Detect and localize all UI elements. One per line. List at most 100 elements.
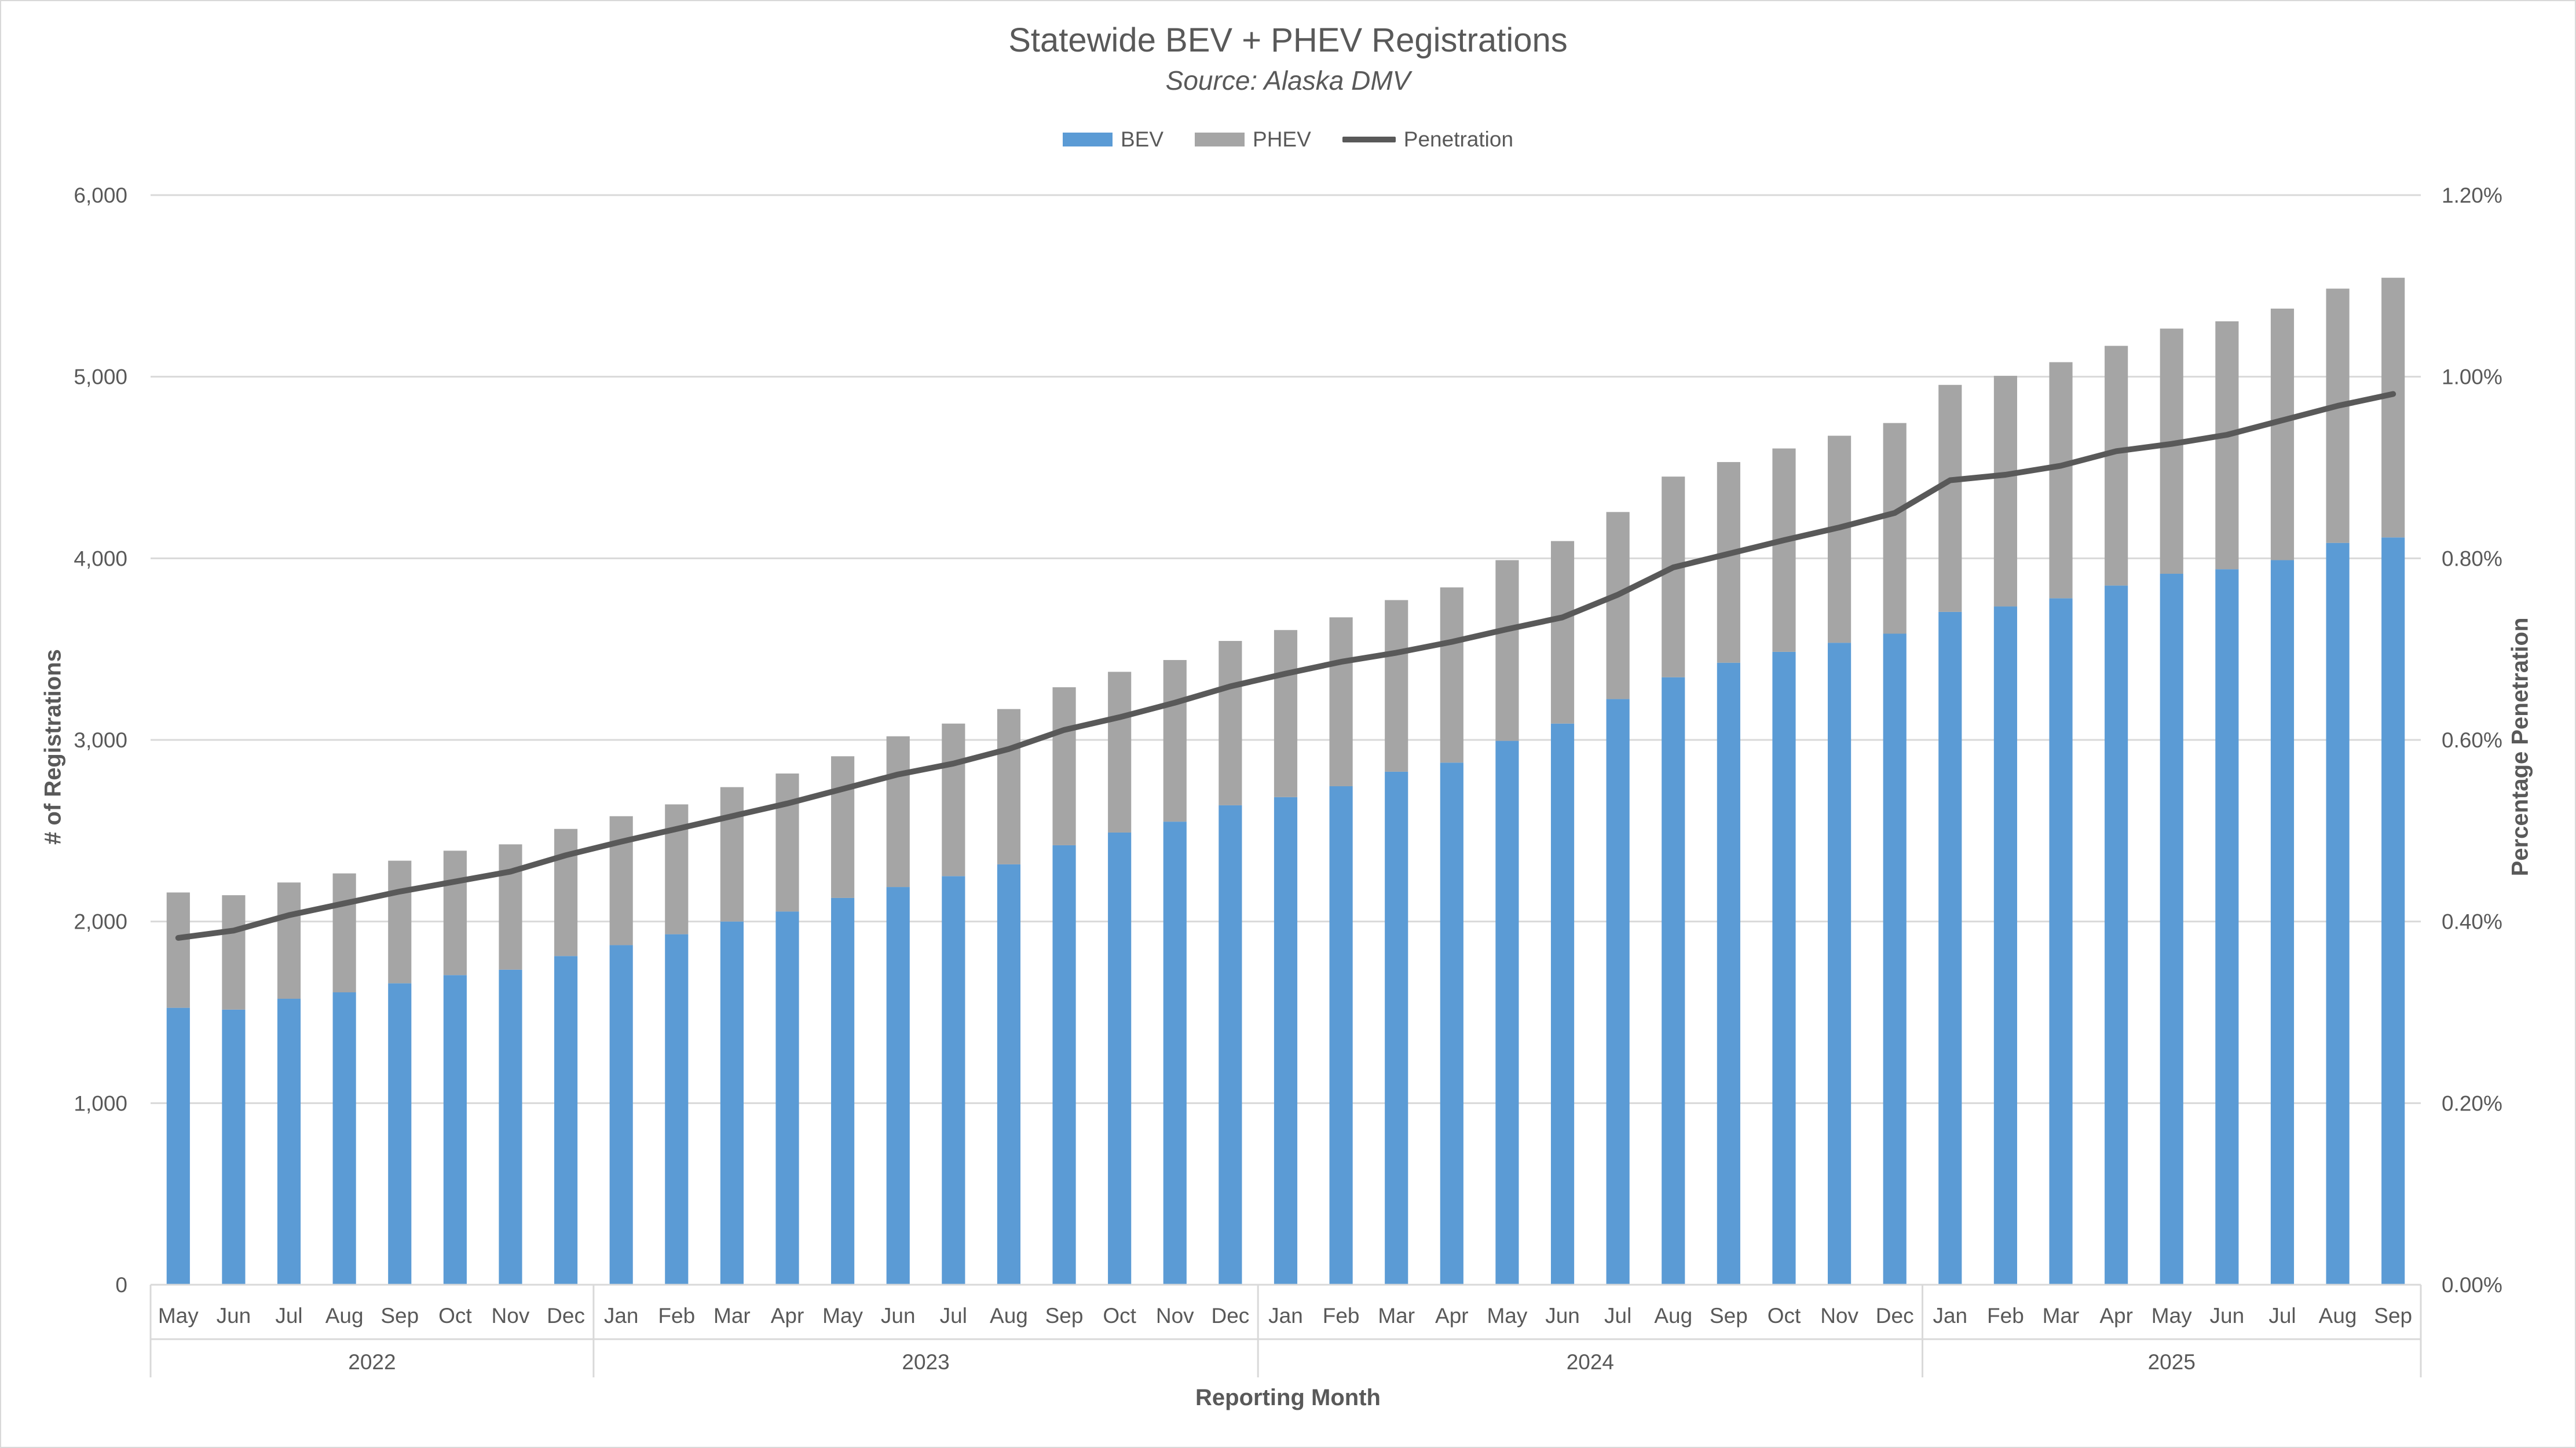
bar-bev <box>720 921 744 1285</box>
bar-bev <box>332 992 356 1285</box>
y2-tick-label: 0.40% <box>2442 910 2502 934</box>
bar-phev <box>1550 541 1575 724</box>
x-tick-label: Jul <box>2268 1304 2296 1328</box>
bar-bev <box>388 983 412 1285</box>
bar-phev <box>1662 476 1685 677</box>
x-tick-label: Jan <box>604 1304 639 1328</box>
x-tick-label: Nov <box>1156 1304 1194 1328</box>
bar-phev <box>554 829 578 956</box>
y-tick-label: 3,000 <box>74 728 127 752</box>
x-tick-label: May <box>1487 1304 1527 1328</box>
bar-bev <box>1662 677 1685 1285</box>
y2-tick-label: 1.00% <box>2442 365 2502 389</box>
x-tick-label: Apr <box>771 1304 804 1328</box>
bar-phev <box>1883 423 1907 634</box>
legend-label-penetration: Penetration <box>1403 127 1514 151</box>
x-tick-label: Jun <box>217 1304 251 1328</box>
bar-phev <box>222 895 246 1010</box>
x-tick-label: Jun <box>1545 1304 1580 1328</box>
y-tick-label: 1,000 <box>74 1091 127 1115</box>
y-tick-label: 2,000 <box>74 910 127 934</box>
bar-bev <box>1550 723 1575 1285</box>
bar-phev <box>2326 288 2350 543</box>
y-tick-label: 4,000 <box>74 547 127 570</box>
bar-bev <box>1219 805 1242 1285</box>
bar-bev <box>997 864 1021 1285</box>
bar-phev <box>277 882 301 999</box>
bar-bev <box>1772 651 1796 1285</box>
x-tick-label: Nov <box>492 1304 530 1328</box>
bar-bev <box>609 945 633 1285</box>
bar-bev <box>1938 611 1962 1285</box>
x-tick-label: Sep <box>1045 1304 1084 1328</box>
bar-phev <box>720 787 744 922</box>
bar-bev <box>166 1007 190 1285</box>
bar-bev <box>222 1009 246 1285</box>
bar-bev <box>1828 643 1851 1285</box>
x-tick-label: Jun <box>2210 1304 2245 1328</box>
bar-phev <box>2381 277 2405 538</box>
bar-bev <box>2381 537 2405 1285</box>
bar-phev <box>1052 687 1076 845</box>
x-tick-label: Aug <box>2319 1304 2357 1328</box>
y-tick-label: 0 <box>115 1273 127 1297</box>
x-tick-label: Sep <box>2374 1304 2412 1328</box>
legend-swatch-phev <box>1195 133 1245 146</box>
y2-tick-label: 1.20% <box>2442 184 2502 207</box>
legend-item-phev: PHEV <box>1195 127 1311 152</box>
bar-bev <box>1052 845 1076 1285</box>
bar-phev <box>2049 362 2073 599</box>
bar-phev <box>1163 659 1187 822</box>
x-tick-label: Dec <box>1876 1304 1914 1328</box>
x-tick-label: Sep <box>1710 1304 1748 1328</box>
x-axis-title: Reporting Month <box>1195 1385 1381 1410</box>
bar-phev <box>388 860 412 984</box>
bar-phev <box>1772 448 1796 652</box>
y-tick-label: 6,000 <box>74 184 127 207</box>
x-tick-label: Dec <box>547 1304 585 1328</box>
legend-label-bev: BEV <box>1120 127 1164 151</box>
x-tick-label: Jul <box>940 1304 967 1328</box>
bar-phev <box>1108 672 1132 833</box>
bar-bev <box>665 934 689 1285</box>
bar-bev <box>2326 542 2350 1285</box>
y2-tick-label: 0.00% <box>2442 1273 2502 1297</box>
bar-bev <box>886 887 910 1285</box>
year-label: 2023 <box>902 1350 949 1374</box>
bar-phev <box>1938 384 1962 612</box>
legend-item-bev: BEV <box>1062 127 1164 152</box>
bar-phev <box>665 804 689 934</box>
bar-phev <box>1717 462 1740 663</box>
bar-bev <box>1108 832 1132 1285</box>
bar-bev <box>942 876 965 1285</box>
x-tick-label: Aug <box>325 1304 364 1328</box>
legend-swatch-penetration <box>1342 137 1396 142</box>
bar-phev <box>1274 630 1298 797</box>
x-tick-label: Aug <box>1654 1304 1692 1328</box>
x-tick-label: Feb <box>1323 1304 1360 1328</box>
x-tick-label: Apr <box>1435 1304 1469 1328</box>
legend-item-penetration: Penetration <box>1342 127 1513 152</box>
bar-phev <box>886 736 910 888</box>
x-tick-label: May <box>158 1304 199 1328</box>
bar-phev <box>443 851 467 976</box>
bar-bev <box>554 956 578 1285</box>
legend: BEV PHEV Penetration <box>0 127 2576 152</box>
bar-phev <box>997 709 1021 864</box>
year-label: 2025 <box>2148 1350 2196 1374</box>
bar-bev <box>499 969 522 1285</box>
bar-bev <box>1274 797 1298 1285</box>
bar-phev <box>2270 309 2295 560</box>
x-tick-label: Jan <box>1268 1304 1303 1328</box>
bar-phev <box>499 844 522 970</box>
bar-phev <box>1993 376 2018 607</box>
x-tick-label: Apr <box>2099 1304 2133 1328</box>
bar-bev <box>1163 822 1187 1285</box>
bar-bev <box>2105 585 2128 1285</box>
bar-phev <box>1219 641 1242 805</box>
bar-bev <box>1329 786 1353 1285</box>
x-tick-label: Dec <box>1211 1304 1249 1328</box>
bar-phev <box>1329 617 1353 786</box>
bar-phev <box>2160 328 2183 574</box>
legend-label-phev: PHEV <box>1253 127 1311 151</box>
